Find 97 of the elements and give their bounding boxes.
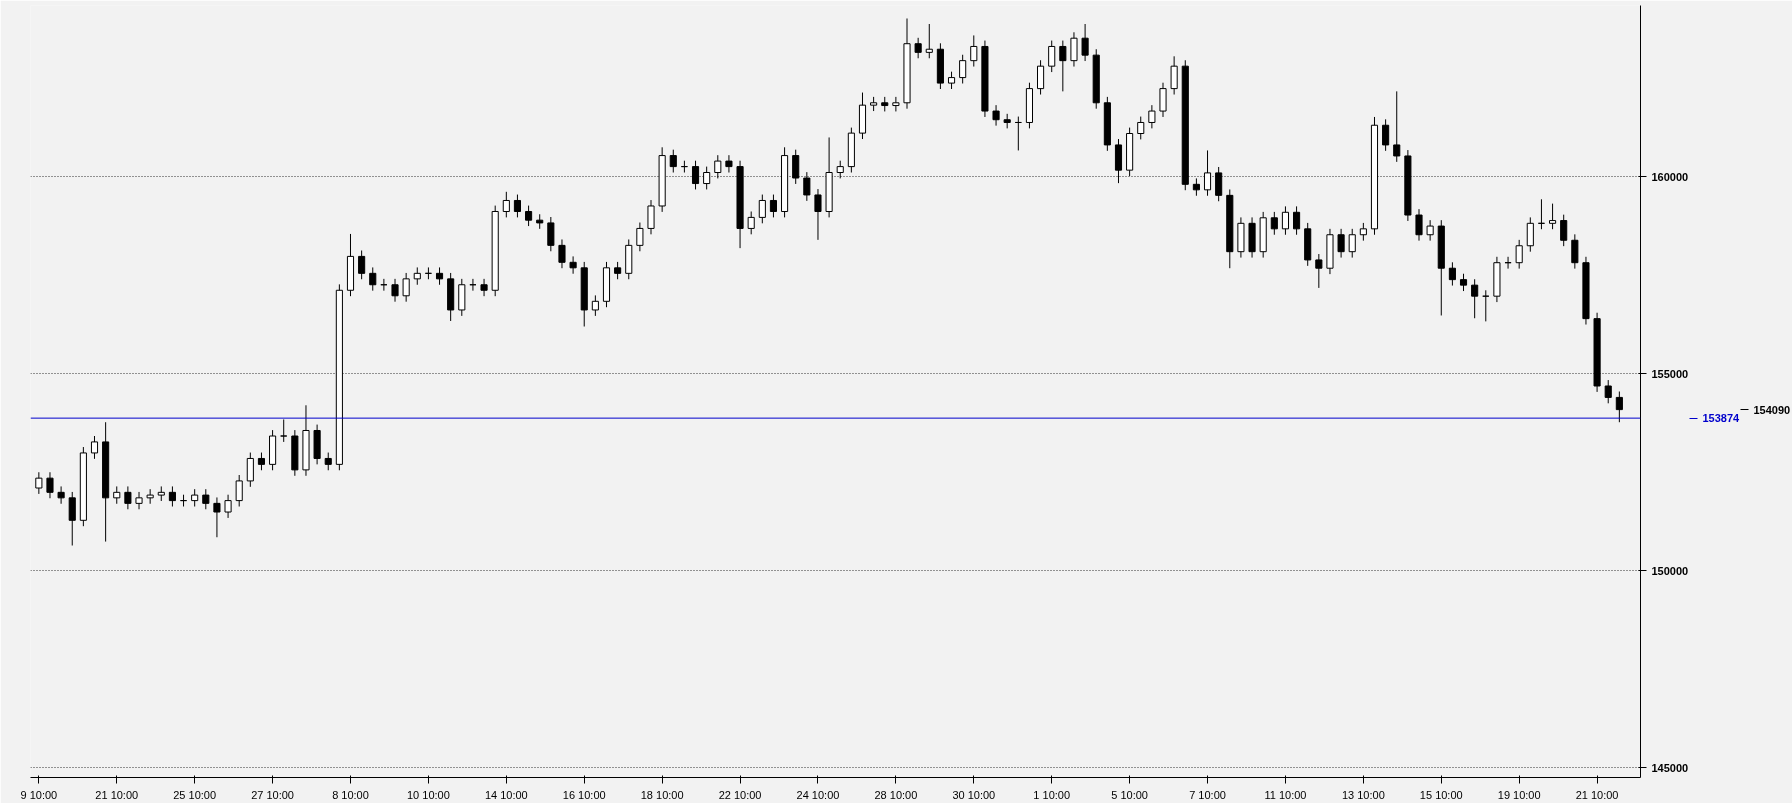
candlestick — [959, 54, 967, 84]
candlestick — [358, 249, 366, 280]
candlestick — [90, 435, 99, 460]
candlestick — [1281, 205, 1289, 236]
candlestick — [202, 488, 210, 510]
x-tick-label: 22 10:00 — [718, 788, 762, 801]
candlestick — [1348, 228, 1356, 259]
candlestick — [591, 294, 599, 317]
ref-line-label: 153874 — [1702, 412, 1741, 425]
candlestick — [1059, 40, 1067, 92]
x-tick-label: 28 10:00 — [874, 788, 918, 801]
candlestick — [1148, 104, 1156, 129]
candlestick — [970, 34, 978, 68]
candlestick — [925, 23, 933, 59]
candlestick — [1515, 239, 1523, 270]
candlestick — [1159, 82, 1167, 118]
x-tick-label: 1 10:00 — [1033, 788, 1071, 801]
x-tick-label: 10 10:00 — [407, 788, 450, 801]
candlestick — [402, 272, 410, 303]
candlestick — [669, 149, 677, 173]
x-tick-label: 25 10:00 — [173, 788, 217, 801]
y-tick-label: 155000 — [1651, 367, 1689, 380]
candlestick — [124, 485, 132, 510]
candlestick — [68, 491, 76, 547]
candlestick — [1203, 149, 1212, 197]
candlestick — [369, 266, 377, 292]
candlestick — [224, 494, 232, 519]
candlestick — [1382, 118, 1390, 152]
candlestick — [46, 471, 54, 499]
x-tick-label: 24 10:00 — [796, 788, 840, 801]
candlestick — [1337, 228, 1345, 259]
x-tick-label: 18 10:00 — [640, 788, 684, 801]
x-tick-label: 21 10:00 — [1575, 788, 1619, 801]
candlestick — [213, 496, 221, 538]
x-tick-label: 13 10:00 — [1341, 788, 1385, 801]
x-tick-label: 19 10:00 — [1497, 788, 1541, 801]
candlestick — [703, 166, 711, 190]
candlestick — [1270, 211, 1278, 236]
candlestick — [135, 491, 143, 510]
candlestick — [513, 194, 522, 218]
candlestick — [1037, 59, 1045, 96]
text: 154090 — [1753, 403, 1791, 416]
candlestick — [168, 485, 176, 508]
x-tick-label: 5 10:00 — [1111, 788, 1148, 801]
x-tick-label: 7 10:00 — [1189, 788, 1226, 801]
candlestick — [1471, 278, 1479, 319]
candlestick — [525, 205, 533, 227]
x-tick-label: 30 10:00 — [952, 788, 996, 801]
candlestick — [35, 471, 43, 495]
candlestick — [914, 37, 922, 59]
candlestick — [57, 485, 65, 505]
x-tick-label: 15 10:00 — [1419, 788, 1463, 801]
x-tick-label: 16 10:00 — [562, 788, 606, 801]
candlestick — [769, 194, 778, 218]
candlestick — [1426, 219, 1434, 242]
candlestick — [1415, 208, 1423, 242]
candlestick — [747, 211, 755, 235]
candlestick — [758, 194, 766, 224]
candlestick — [280, 418, 288, 443]
candlestick — [1604, 379, 1612, 404]
x-tick-label: 9 10:00 — [20, 788, 58, 801]
candlestick — [1293, 205, 1301, 236]
candlestick — [1137, 116, 1145, 140]
candlestick — [647, 199, 655, 235]
candlestick — [1048, 40, 1056, 73]
y-tick-label: 160000 — [1651, 170, 1689, 183]
candlestick — [480, 278, 488, 297]
y-tick-label: 150000 — [1651, 564, 1689, 577]
candlestick — [814, 188, 822, 241]
candlestick — [892, 96, 900, 112]
candlestick — [1070, 31, 1078, 68]
candlestick — [1549, 203, 1557, 230]
candlestick — [1448, 261, 1456, 287]
candlestick — [558, 238, 566, 269]
candlestick — [1571, 233, 1579, 270]
x-tick-label: 11 10:00 — [1264, 788, 1307, 801]
candlestick — [1615, 391, 1623, 423]
candlestick — [547, 216, 555, 252]
candlestick — [391, 278, 399, 303]
x-tick-label: 21 10:00 — [95, 788, 139, 801]
candlestick — [1526, 216, 1534, 253]
candlestick — [992, 104, 1000, 127]
x-tick-label: 8 10:00 — [332, 788, 369, 801]
candlestick — [1315, 253, 1323, 289]
candlestick — [235, 474, 243, 508]
candlestick — [246, 452, 254, 488]
candlestick — [1393, 90, 1401, 163]
candlestick — [569, 255, 577, 275]
y-tick-label: 145000 — [1651, 761, 1689, 774]
candlestick — [1081, 23, 1089, 62]
x-tick-label: 14 10:00 — [484, 788, 528, 801]
candlestick — [502, 191, 510, 218]
candlestick — [725, 154, 733, 173]
candlestick — [1560, 214, 1568, 247]
x-tick-label: 27 10:00 — [251, 788, 294, 801]
candlestick — [636, 222, 644, 252]
candlestick — [1170, 55, 1178, 96]
